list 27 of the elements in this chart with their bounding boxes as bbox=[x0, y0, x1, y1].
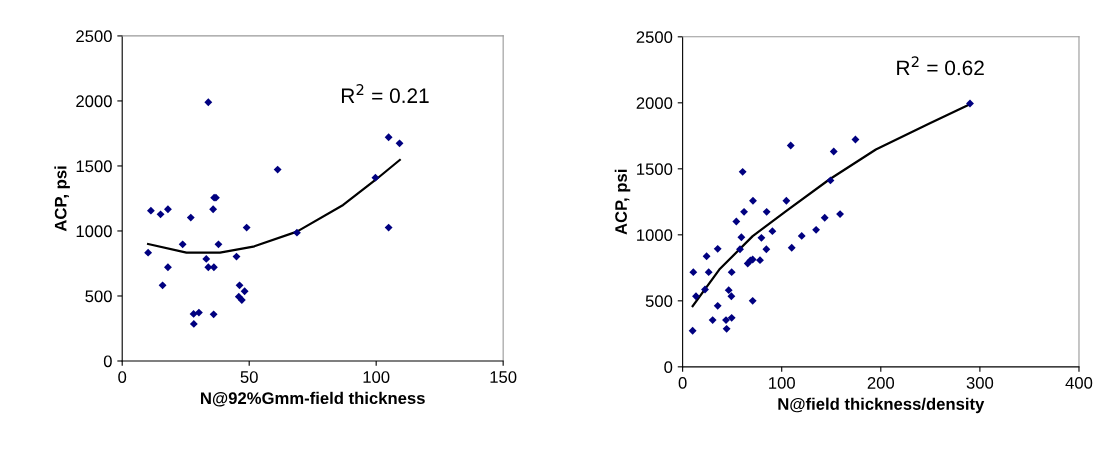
x-tick-label: 100 bbox=[769, 377, 795, 389]
x-tick-label: 400 bbox=[1065, 377, 1093, 389]
y-tick-label: 2000 bbox=[76, 95, 112, 108]
y-tick-label: 0 bbox=[103, 355, 112, 368]
x-tick-label: 150 bbox=[490, 371, 517, 383]
x-tick-label: 0 bbox=[678, 377, 687, 389]
y-tick-label: 500 bbox=[85, 290, 112, 303]
y-tick-label: 1000 bbox=[637, 229, 673, 242]
x-tick-label: 300 bbox=[966, 377, 994, 389]
x-axis-title: N@field thickness/density bbox=[778, 397, 985, 414]
y-tick-label: 0 bbox=[664, 361, 673, 374]
y-tick-label: 500 bbox=[645, 295, 673, 308]
y-tick-label: 2000 bbox=[636, 97, 673, 110]
y-tick-label: 1500 bbox=[76, 160, 112, 173]
y-tick-label: 1500 bbox=[637, 163, 673, 176]
y-tick-label: 1000 bbox=[76, 225, 112, 238]
y-tick-label: 2500 bbox=[636, 31, 673, 44]
annotation: R$^{2}$ = 0.62 bbox=[897, 56, 984, 76]
y-axis-title: ACP, psi bbox=[614, 169, 631, 235]
x-tick-label: 100 bbox=[363, 371, 390, 383]
annotation: R$^{2}$ = 0.21 bbox=[341, 84, 429, 104]
y-axis-title: ACP, psi bbox=[54, 166, 70, 232]
x-tick-label: 200 bbox=[867, 377, 895, 389]
x-tick-label: 0 bbox=[118, 371, 127, 383]
x-axis-title: N@92%Gmm-field thickness bbox=[201, 391, 425, 407]
y-tick-label: 2500 bbox=[76, 30, 112, 43]
x-tick-label: 50 bbox=[240, 371, 258, 383]
